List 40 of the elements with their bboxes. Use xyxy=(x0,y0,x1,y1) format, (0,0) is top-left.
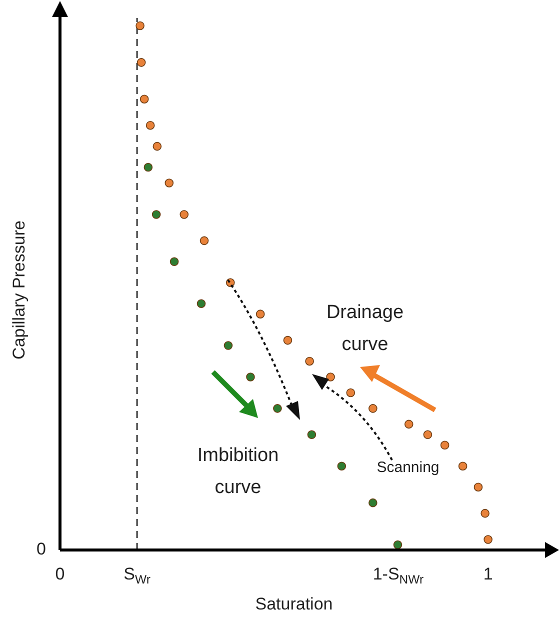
point xyxy=(404,420,414,429)
x-axis-title: Saturation xyxy=(255,594,333,614)
y-axis-title: Capillary Pressure xyxy=(10,220,29,360)
point xyxy=(393,540,402,550)
point xyxy=(474,482,483,492)
point xyxy=(152,142,162,151)
point xyxy=(144,162,153,172)
point xyxy=(136,58,146,67)
point xyxy=(368,498,378,508)
point xyxy=(368,404,378,413)
point xyxy=(140,94,149,104)
point xyxy=(224,341,233,350)
point xyxy=(423,430,432,440)
point xyxy=(200,236,209,246)
point xyxy=(170,257,179,266)
point xyxy=(146,120,155,130)
point xyxy=(305,356,314,366)
text: 0 xyxy=(36,540,46,559)
point xyxy=(337,462,346,471)
point xyxy=(136,21,144,30)
point xyxy=(164,178,174,188)
point xyxy=(480,508,490,518)
point xyxy=(458,462,468,471)
x-tick-label: 0 xyxy=(55,564,65,584)
point xyxy=(246,372,255,382)
point xyxy=(180,210,189,219)
point xyxy=(440,440,450,450)
annotation: Drainage curve xyxy=(326,302,404,356)
point xyxy=(346,388,356,398)
point xyxy=(152,210,161,219)
point xyxy=(326,372,335,382)
x-tick-label: 1 xyxy=(483,564,493,584)
point xyxy=(196,299,206,308)
annotation: Scanning xyxy=(376,459,440,476)
point xyxy=(273,404,282,413)
point xyxy=(307,430,316,440)
annotation: Imbibition curve xyxy=(197,445,279,498)
point xyxy=(484,535,492,544)
point xyxy=(283,336,292,345)
point xyxy=(256,310,265,318)
